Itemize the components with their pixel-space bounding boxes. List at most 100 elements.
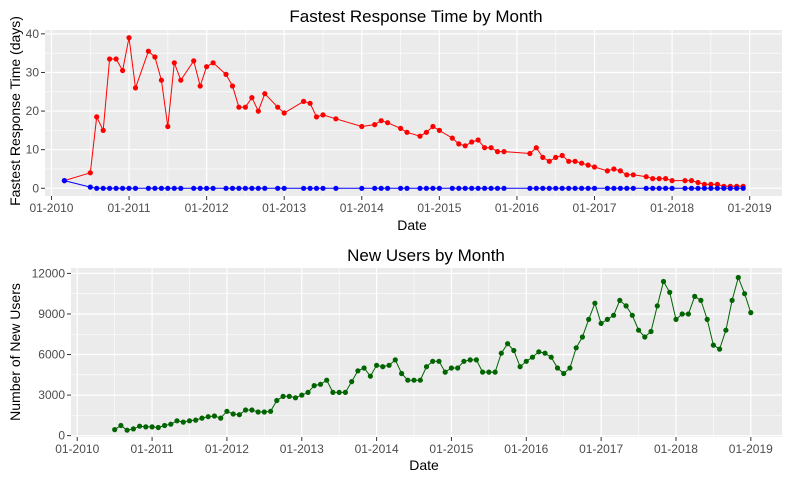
chart2-series-1-point — [611, 312, 617, 318]
chart1-series-2-point — [449, 185, 455, 191]
chart1-series-2-point — [643, 185, 649, 191]
chart1-series-2-point — [604, 185, 611, 191]
chart2-series-1-point — [654, 303, 660, 309]
chart2-series-1-point — [286, 393, 292, 399]
chart1-series-2-point — [630, 185, 636, 191]
chart1-y-tick-label: 10 — [26, 143, 40, 157]
chart2-series-1-point — [367, 373, 373, 379]
chart1-series-1-point — [120, 67, 126, 74]
chart1-x-tick-label: 01-2013 — [262, 201, 306, 215]
chart1-series-2-point — [456, 185, 462, 191]
chart1-series-2-point — [624, 185, 630, 191]
chart1-series-1-point — [630, 172, 636, 178]
chart1-series-1-point — [145, 48, 151, 54]
chart1-series-2-point — [320, 185, 326, 191]
chart2-panel-background — [71, 268, 782, 437]
chart1-series-2-point — [145, 185, 151, 191]
chart2-series-1-point — [292, 395, 299, 401]
chart1-series-1-point — [559, 152, 565, 159]
chart2-series-1-point — [143, 424, 149, 430]
chart1-series-1-point — [449, 135, 455, 141]
chart1-series-1-point — [669, 178, 675, 184]
chart1-series-2-point — [94, 185, 100, 191]
chart1-x-tick-label: 01-2012 — [185, 201, 229, 215]
chart1-series-2-point — [210, 185, 216, 191]
chart1-series-2-point — [178, 185, 184, 191]
chart1-series-2-point — [695, 185, 701, 191]
chart1-series-1-point — [378, 118, 384, 124]
chart2-x-tick-label: 01-2012 — [205, 442, 249, 456]
chart1-series-1-point — [372, 122, 378, 128]
chart1-series-1-point — [546, 158, 552, 164]
chart1-series-1-point — [132, 85, 139, 91]
chart2-x-tick-label: 01-2017 — [579, 442, 623, 456]
chart1-series-2-point — [313, 185, 320, 191]
chart1-series-1-point — [223, 71, 229, 77]
chart1-series-2-point — [87, 184, 93, 190]
chart1-series-2-point — [236, 185, 242, 191]
chart2-series-1-point — [355, 368, 361, 374]
chart1-series-2-point — [494, 185, 501, 191]
chart2-x-tick-label: 01-2015 — [429, 442, 473, 456]
chart2-series-1-point — [629, 312, 635, 318]
chart2-series-1-point — [261, 409, 267, 415]
chart2-series-1-point — [505, 341, 511, 347]
chart2-series-1-point — [673, 316, 679, 322]
chart1-title: Fastest Response Time by Month — [289, 7, 542, 26]
chart1-series-2-point — [714, 185, 721, 191]
chart2-series-1-point — [667, 289, 673, 295]
chart2-series-1-point — [480, 369, 486, 375]
chart2-series-1-point — [660, 278, 667, 285]
chart2-series-1-point — [461, 358, 467, 364]
chart2-series-1-point — [723, 327, 729, 333]
chart2-series-1-point — [218, 415, 224, 421]
chart2-series-1-point — [137, 423, 143, 429]
chart1-x-tick-label: 01-2019 — [728, 201, 772, 215]
chart1-series-2-point — [527, 185, 533, 191]
chart2-series-1-point — [211, 413, 217, 419]
chart1-series-2-point — [669, 185, 675, 191]
chart2-series-1-point — [579, 334, 586, 340]
chart1-series-1-point — [566, 158, 572, 164]
chart2-series-1-point — [324, 377, 330, 383]
chart2-x-tick-label: 01-2019 — [729, 442, 773, 456]
chart2-series-1-point — [742, 291, 748, 297]
chart1-series-1-point — [695, 179, 701, 186]
chart1-series-2-point — [572, 185, 578, 191]
chart1-series-2-point — [204, 185, 210, 191]
chart1-series-1-point — [313, 114, 320, 120]
chart2-series-1-point — [299, 392, 305, 398]
chart2-series-1-point — [511, 347, 517, 354]
chart2-series-1-point — [604, 316, 611, 322]
chart2-series-1-point — [386, 362, 392, 368]
chart1-series-2-point — [171, 185, 177, 191]
chart1-plot-area: 0 10 20 30 40 01-2010 01-2011 01-2012 01-2013 01-… — [26, 27, 782, 215]
chart2-series-1-point — [698, 297, 704, 303]
chart1-series-1-point — [533, 145, 539, 151]
chart1-series-1-point — [385, 120, 391, 126]
chart2-series-1-point — [561, 370, 567, 377]
chart1-series-2-point — [469, 185, 475, 191]
chart2-series-1-point — [554, 365, 561, 371]
chart2-plot-area: 0 3000 6000 9000 12000 01-2010 01-2011 01-2012 0… — [32, 266, 782, 456]
chart2-series-1-point — [517, 364, 523, 370]
chart1-y-tick-label: 20 — [26, 104, 40, 118]
chart2-series-1-point — [124, 427, 130, 433]
chart1-series-2-point — [475, 185, 481, 191]
chart2-series-1-point — [617, 297, 623, 303]
chart1-series-2-point — [404, 185, 410, 191]
chart2-series-1-point — [498, 350, 504, 356]
chart1-series-1-point — [281, 110, 287, 116]
chart2-y-tick-label: 0 — [58, 429, 65, 443]
chart1-series-1-point — [650, 176, 656, 182]
chart1-x-tick-label: 01-2018 — [650, 201, 694, 215]
chart1-series-2-point — [533, 185, 539, 191]
chart1-series-2-point — [417, 185, 423, 191]
chart2-series-1-point — [492, 369, 498, 375]
chart2-series-1-point — [342, 389, 348, 395]
chart1-series-2-point — [398, 185, 404, 191]
chart2-series-1-point — [174, 418, 180, 424]
chart1-series-2-point — [158, 185, 164, 191]
chart1-series-2-point — [546, 185, 552, 191]
